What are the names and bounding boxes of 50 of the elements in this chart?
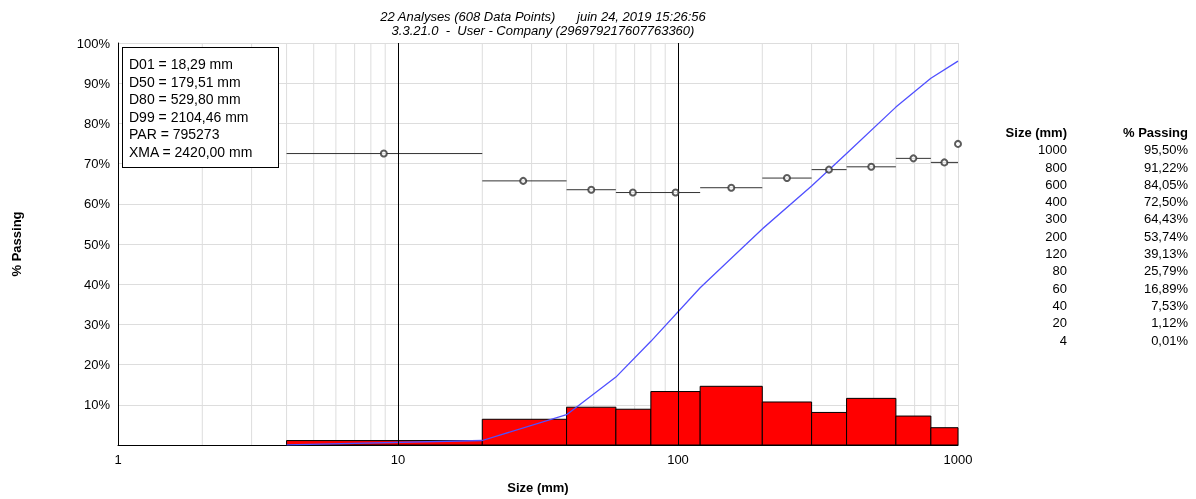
text: 4 [1058,331,1067,349]
text: 53,74% [1142,227,1188,246]
y-tick-label: 80% [83,115,111,131]
text: 20 [1051,314,1067,332]
text: 72,50% [1142,193,1188,211]
x-axis-title: Size (mm) [507,480,569,495]
y-tick-label: 100% [76,35,111,51]
text: 60 [1051,279,1067,297]
text: 64,43% [1142,210,1188,228]
text: 200 [1044,227,1067,246]
y-tick-label: 20% [83,357,111,373]
text: 84,05% [1142,175,1188,194]
text: 16,89% [1142,279,1188,297]
y-tick-label: 30% [83,316,111,332]
x-tick-label: 1000 [943,452,973,467]
x-tick-label: 1 [114,452,122,467]
annotation: D80 = 529,80 mm [129,91,241,107]
annotation: PAR = 795273 [129,126,220,142]
y-axis-title: % Passing [9,211,24,277]
text: 80 [1051,262,1067,280]
y-tick-label: 60% [83,196,111,212]
text: 400 [1044,193,1067,211]
text: % Passing [1121,124,1188,142]
chart-subtitle: 3.3.21.0 - User - Company (296979217607763360) [391,23,695,38]
annotation: XMA = 2420,00 mm [129,143,253,160]
x-tick-label: 100 [667,452,689,467]
text: 25,79% [1142,262,1188,280]
text: Size (mm) [1004,124,1067,142]
y-tick-label: 40% [83,276,111,292]
y-tick-label: 10% [83,397,111,413]
text: 7,53% [1150,296,1188,315]
text: 91,22% [1142,158,1188,176]
text: 1000 [1037,141,1067,159]
y-tick-label: 50% [83,236,111,252]
text: 300 [1044,210,1067,228]
chart-title: 22 Analyses (608 Data Points) juin 24, 2019 15:26:56 [379,9,707,24]
text: 40 [1051,296,1067,315]
text: 1,12% [1150,314,1188,332]
y-tick-label: 70% [83,156,111,172]
text: 800 [1044,158,1067,176]
text: 600 [1044,175,1067,194]
annotation: D01 = 18,29 mm [129,56,233,72]
annotation: D99 = 2104,46 mm [129,108,249,125]
y-tick-label: 90% [83,75,111,91]
x-tick-label: 10 [390,452,406,467]
text: 120 [1044,245,1067,263]
text: 0,01% [1150,331,1188,349]
annotation: D50 = 179,51 mm [129,73,241,90]
text: 39,13% [1142,245,1188,263]
text: 95,50% [1142,141,1188,159]
